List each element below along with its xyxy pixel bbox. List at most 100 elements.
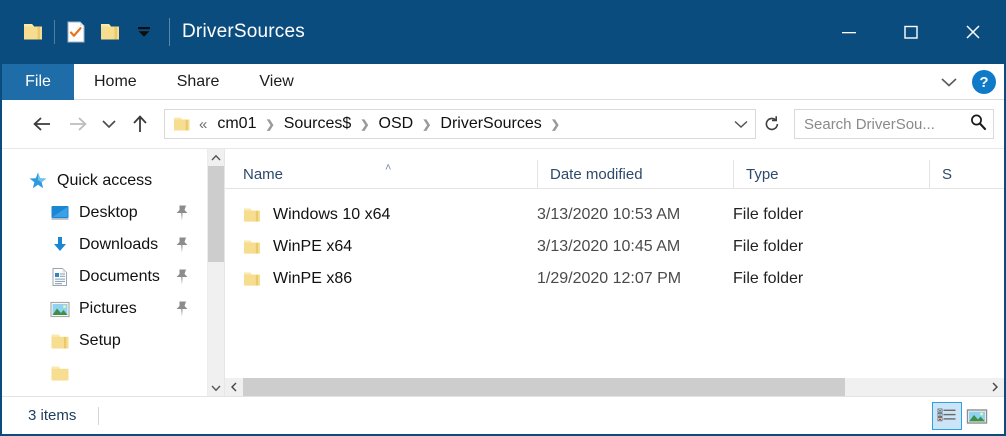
column-header-type[interactable]: Type (733, 160, 929, 188)
breadcrumb-dropdown-icon[interactable] (729, 110, 753, 138)
sidebar-item-label: Setup (79, 332, 121, 349)
navigation-scroll-track[interactable] (208, 166, 224, 379)
search-input[interactable]: Search DriverSou... (794, 109, 994, 139)
scroll-right-icon[interactable] (986, 378, 1004, 396)
close-button[interactable] (942, 0, 1004, 64)
pin-icon[interactable] (175, 300, 189, 323)
file-date-cell: 3/13/2020 10:45 AM (537, 238, 681, 255)
table-row[interactable]: Windows 10 x64 3/13/2020 10:53 AM File f… (225, 199, 1004, 231)
pin-icon[interactable] (175, 204, 189, 227)
explorer-body: Quick access Desktop (2, 148, 1004, 396)
search-icon[interactable] (969, 113, 987, 136)
sidebar-item-label: Quick access (57, 172, 153, 189)
navigation-pane: Quick access Desktop (2, 149, 224, 396)
sidebar-item-pictures[interactable]: Pictures (2, 293, 207, 325)
new-folder-icon[interactable] (93, 15, 127, 49)
scroll-down-icon[interactable] (208, 379, 224, 396)
up-button[interactable] (122, 106, 158, 142)
column-header-size[interactable]: S (929, 160, 1004, 188)
file-name-cell[interactable]: Windows 10 x64 (225, 206, 537, 224)
sidebar-item-partial[interactable] (2, 357, 207, 389)
folder-icon (243, 271, 262, 287)
address-bar: « cm01 ❯ Sources$ ❯ OSD ❯ DriverSources … (2, 100, 1004, 148)
file-date-cell: 1/29/2020 12:07 PM (537, 270, 682, 287)
folder-icon (50, 363, 70, 383)
ribbon-right-controls: ? (936, 64, 996, 100)
pictures-icon (50, 299, 70, 319)
breadcrumb-folder-icon[interactable] (173, 116, 191, 132)
details-view-button[interactable] (932, 402, 962, 430)
maximize-button[interactable] (880, 0, 942, 64)
customize-dropdown-icon[interactable] (127, 15, 161, 49)
tab-share[interactable]: Share (176, 73, 220, 90)
sidebar-item-desktop[interactable]: Desktop (2, 197, 207, 229)
sidebar-item-documents[interactable]: Documents (2, 261, 207, 293)
breadcrumb-separator-icon[interactable]: ❯ (265, 118, 275, 131)
window-controls (818, 0, 1004, 64)
folder-icon (243, 239, 262, 255)
sidebar-item-quick-access[interactable]: Quick access (2, 165, 207, 197)
recent-locations-icon[interactable] (96, 106, 122, 142)
folder-icon (243, 207, 262, 223)
sidebar-item-setup[interactable]: Setup (2, 325, 207, 357)
back-button[interactable] (24, 106, 60, 142)
file-type-cell: File folder (733, 238, 804, 255)
column-header-name[interactable]: ˄ Name (225, 160, 537, 188)
window-title: DriverSources (182, 21, 305, 42)
breadcrumb-item-driversources[interactable]: DriverSources (440, 115, 542, 132)
tab-file[interactable]: File (2, 64, 74, 100)
column-header-label: Date modified (550, 165, 643, 183)
sort-ascending-icon: ˄ (385, 162, 392, 174)
navigation-list: Quick access Desktop (2, 149, 207, 396)
file-list-horizontal-scrollbar[interactable] (225, 378, 1004, 396)
navigation-scrollbar[interactable] (207, 149, 224, 396)
sidebar-item-label: Pictures (79, 300, 137, 317)
tab-home[interactable]: Home (94, 73, 137, 90)
item-count-label: 3 items (28, 407, 77, 424)
table-row[interactable]: WinPE x86 1/29/2020 12:07 PM File folder (225, 263, 1004, 295)
breadcrumb-item-sources[interactable]: Sources$ (283, 115, 352, 132)
sidebar-item-label: Downloads (79, 236, 159, 253)
properties-icon[interactable] (59, 15, 93, 49)
title-separator (169, 18, 170, 46)
help-icon[interactable]: ? (972, 70, 996, 94)
column-header-label: Type (746, 165, 779, 183)
breadcrumb[interactable]: « cm01 ❯ Sources$ ❯ OSD ❯ DriverSources … (164, 109, 756, 139)
scroll-up-icon[interactable] (208, 149, 224, 166)
column-header-label: Name (243, 165, 284, 183)
file-name-cell[interactable]: WinPE x64 (225, 238, 537, 256)
horizontal-scroll-track[interactable] (243, 378, 986, 396)
file-rows: Windows 10 x64 3/13/2020 10:53 AM File f… (225, 189, 1004, 378)
minimize-button[interactable] (818, 0, 880, 64)
breadcrumb-separator-icon[interactable]: ❯ (550, 118, 560, 131)
folder-icon[interactable] (16, 15, 50, 49)
pin-icon[interactable] (175, 268, 189, 291)
scroll-left-icon[interactable] (225, 378, 243, 396)
folder-icon (50, 331, 70, 351)
breadcrumb-item-osd[interactable]: OSD (378, 115, 414, 132)
breadcrumb-item-cm01[interactable]: cm01 (217, 115, 257, 132)
chevron-down-icon[interactable] (936, 69, 962, 95)
forward-button[interactable] (60, 106, 96, 142)
pin-icon[interactable] (175, 236, 189, 259)
breadcrumb-overflow[interactable]: « (199, 115, 208, 133)
large-icons-view-button[interactable] (962, 402, 992, 430)
horizontal-scroll-thumb[interactable] (243, 378, 845, 396)
downloads-icon (50, 235, 70, 255)
ribbon-tabs: File Home Share View ? (2, 64, 1004, 100)
sidebar-item-downloads[interactable]: Downloads (2, 229, 207, 261)
refresh-icon[interactable] (758, 109, 786, 139)
file-name-cell[interactable]: WinPE x86 (225, 270, 537, 288)
breadcrumb-separator-icon[interactable]: ❯ (422, 118, 432, 131)
navigation-scroll-thumb[interactable] (208, 166, 224, 262)
column-headers: ˄ Name Date modified Type S (225, 149, 1004, 189)
column-header-label: S (942, 165, 953, 183)
breadcrumb-separator-icon[interactable]: ❯ (360, 118, 370, 131)
table-row[interactable]: WinPE x64 3/13/2020 10:45 AM File folder (225, 231, 1004, 263)
title-bar: DriverSources (2, 0, 1004, 64)
documents-icon (50, 267, 70, 287)
sidebar-item-label: Desktop (79, 204, 138, 221)
tab-view[interactable]: View (259, 73, 294, 90)
column-header-date-modified[interactable]: Date modified (537, 160, 733, 188)
